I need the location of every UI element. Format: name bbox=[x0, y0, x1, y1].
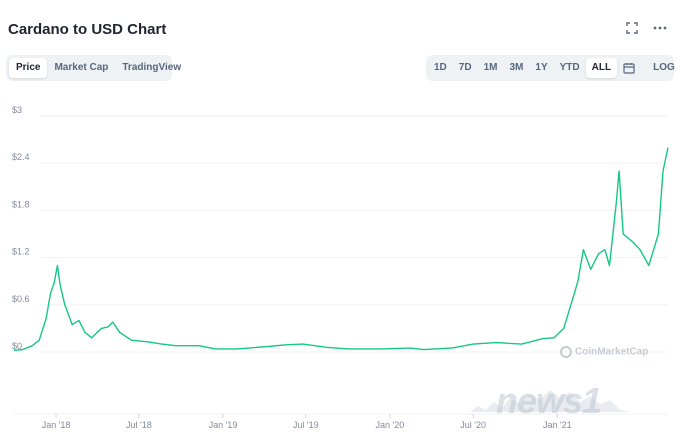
range-3m[interactable]: 3M bbox=[509, 62, 524, 73]
y-tick-label: $2.4 bbox=[12, 152, 30, 162]
tab-price[interactable]: Price bbox=[9, 58, 48, 78]
chart-grid bbox=[40, 115, 668, 353]
x-axis: Jan '18 Jul '18 Jan '19 Jul '19 Jan '20 Jul '… bbox=[14, 413, 668, 430]
log-button[interactable]: LOG bbox=[653, 62, 675, 73]
range-7d[interactable]: 7D bbox=[458, 62, 472, 73]
tab-market-cap[interactable]: Market Cap bbox=[54, 62, 109, 73]
x-tick-label: Jul '20 bbox=[460, 420, 486, 430]
x-tick-label: Jan '18 bbox=[42, 420, 71, 430]
tab-tradingview[interactable]: TradingView bbox=[122, 62, 182, 73]
price-line bbox=[13, 147, 669, 352]
range-1m[interactable]: 1M bbox=[483, 62, 498, 73]
range-tabs: 1D 7D 1M 3M 1Y YTD ALL LOG bbox=[426, 55, 675, 81]
calendar-button[interactable] bbox=[617, 58, 643, 78]
page-title: Cardano to USD Chart bbox=[8, 21, 167, 38]
range-1y[interactable]: 1Y bbox=[535, 62, 548, 73]
x-tick-label: Jan '19 bbox=[209, 420, 238, 430]
coinmarketcap-watermark: CoinMarketCap bbox=[560, 346, 648, 358]
x-tick-label: Jul '18 bbox=[126, 420, 152, 430]
more-icon[interactable] bbox=[652, 22, 668, 38]
y-tick-label: $1.2 bbox=[12, 247, 30, 257]
news1-logo: news1 bbox=[496, 380, 602, 421]
calendar-icon bbox=[623, 58, 637, 78]
range-1d[interactable]: 1D bbox=[434, 62, 447, 73]
x-tick-label: Jan '20 bbox=[376, 420, 405, 430]
range-ytd[interactable]: YTD bbox=[559, 62, 580, 73]
range-all[interactable]: ALL bbox=[585, 58, 618, 78]
chart-type-tabs: Price Market Cap TradingView bbox=[6, 55, 181, 81]
y-tick-label: $3 bbox=[12, 105, 22, 115]
watermark-wave bbox=[470, 390, 630, 412]
x-tick-label: Jan '21 bbox=[543, 420, 572, 430]
y-axis: $0 $0.6 $1.2 $1.8 $2.4 $3 bbox=[12, 105, 30, 351]
y-tick-label: $0 bbox=[12, 341, 22, 351]
coinmarketcap-logo-icon bbox=[560, 346, 572, 358]
expand-icon[interactable] bbox=[624, 22, 640, 38]
y-tick-label: $0.6 bbox=[12, 294, 30, 304]
y-tick-label: $1.8 bbox=[12, 199, 30, 209]
x-tick-label: Jul '19 bbox=[293, 420, 319, 430]
